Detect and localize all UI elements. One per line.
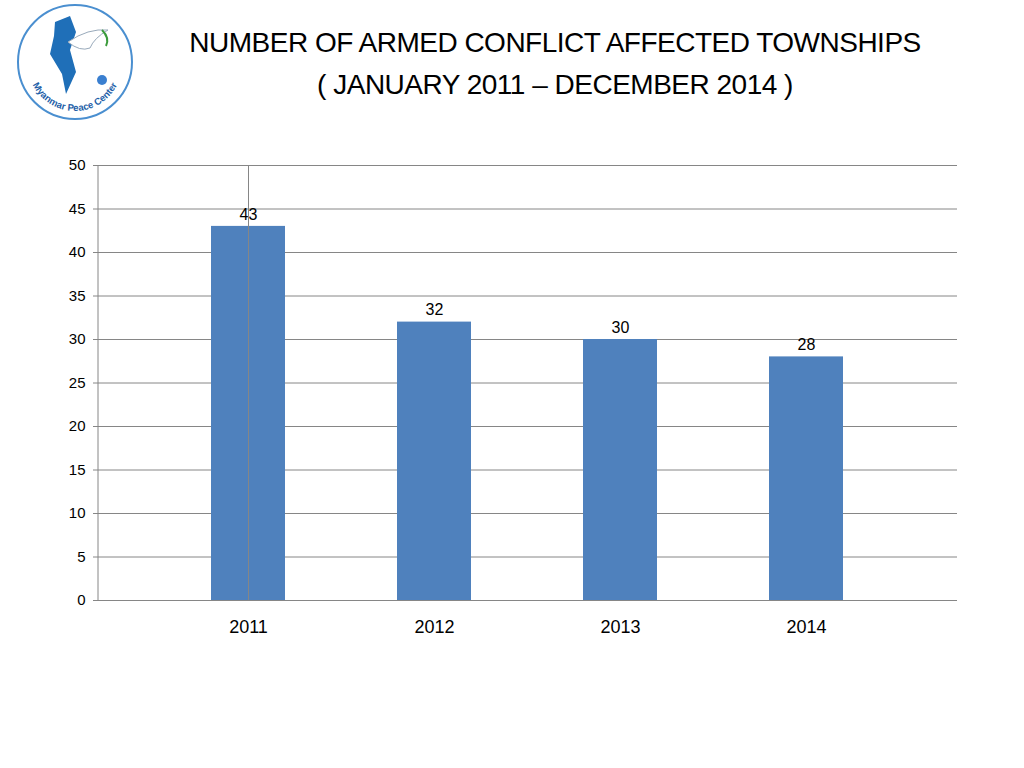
svg-text:20: 20 xyxy=(69,417,86,434)
svg-text:45: 45 xyxy=(69,200,86,217)
svg-text:28: 28 xyxy=(798,336,816,353)
svg-text:2012: 2012 xyxy=(414,617,454,637)
svg-text:43: 43 xyxy=(239,205,258,223)
svg-text:2011: 2011 xyxy=(229,617,268,637)
svg-text:35: 35 xyxy=(69,287,86,304)
svg-text:30: 30 xyxy=(69,330,86,347)
svg-text:25: 25 xyxy=(69,374,86,391)
svg-text:Myanmar Peace Center: Myanmar Peace Center xyxy=(31,80,119,113)
svg-text:2014: 2014 xyxy=(786,617,826,637)
html-text:( JANUARY 2011 – DECEMBER 2014: ( JANUARY 2011 – DECEMBER 2014 ) xyxy=(317,69,793,100)
svg-text:10: 10 xyxy=(69,504,86,521)
svg-text:30: 30 xyxy=(612,319,630,336)
html-text:NUMBER OF ARMED CONFLICT AFFEC: NUMBER OF ARMED CONFLICT AFFECTED TOWNSH… xyxy=(189,27,921,58)
svg-text:15: 15 xyxy=(69,461,86,478)
svg-text:0: 0 xyxy=(77,591,85,608)
svg-text:5: 5 xyxy=(77,548,85,565)
svg-text:32: 32 xyxy=(426,301,444,318)
svg-text:40: 40 xyxy=(69,243,86,260)
svg-text:50: 50 xyxy=(69,156,86,173)
svg-text:2013: 2013 xyxy=(600,617,640,637)
